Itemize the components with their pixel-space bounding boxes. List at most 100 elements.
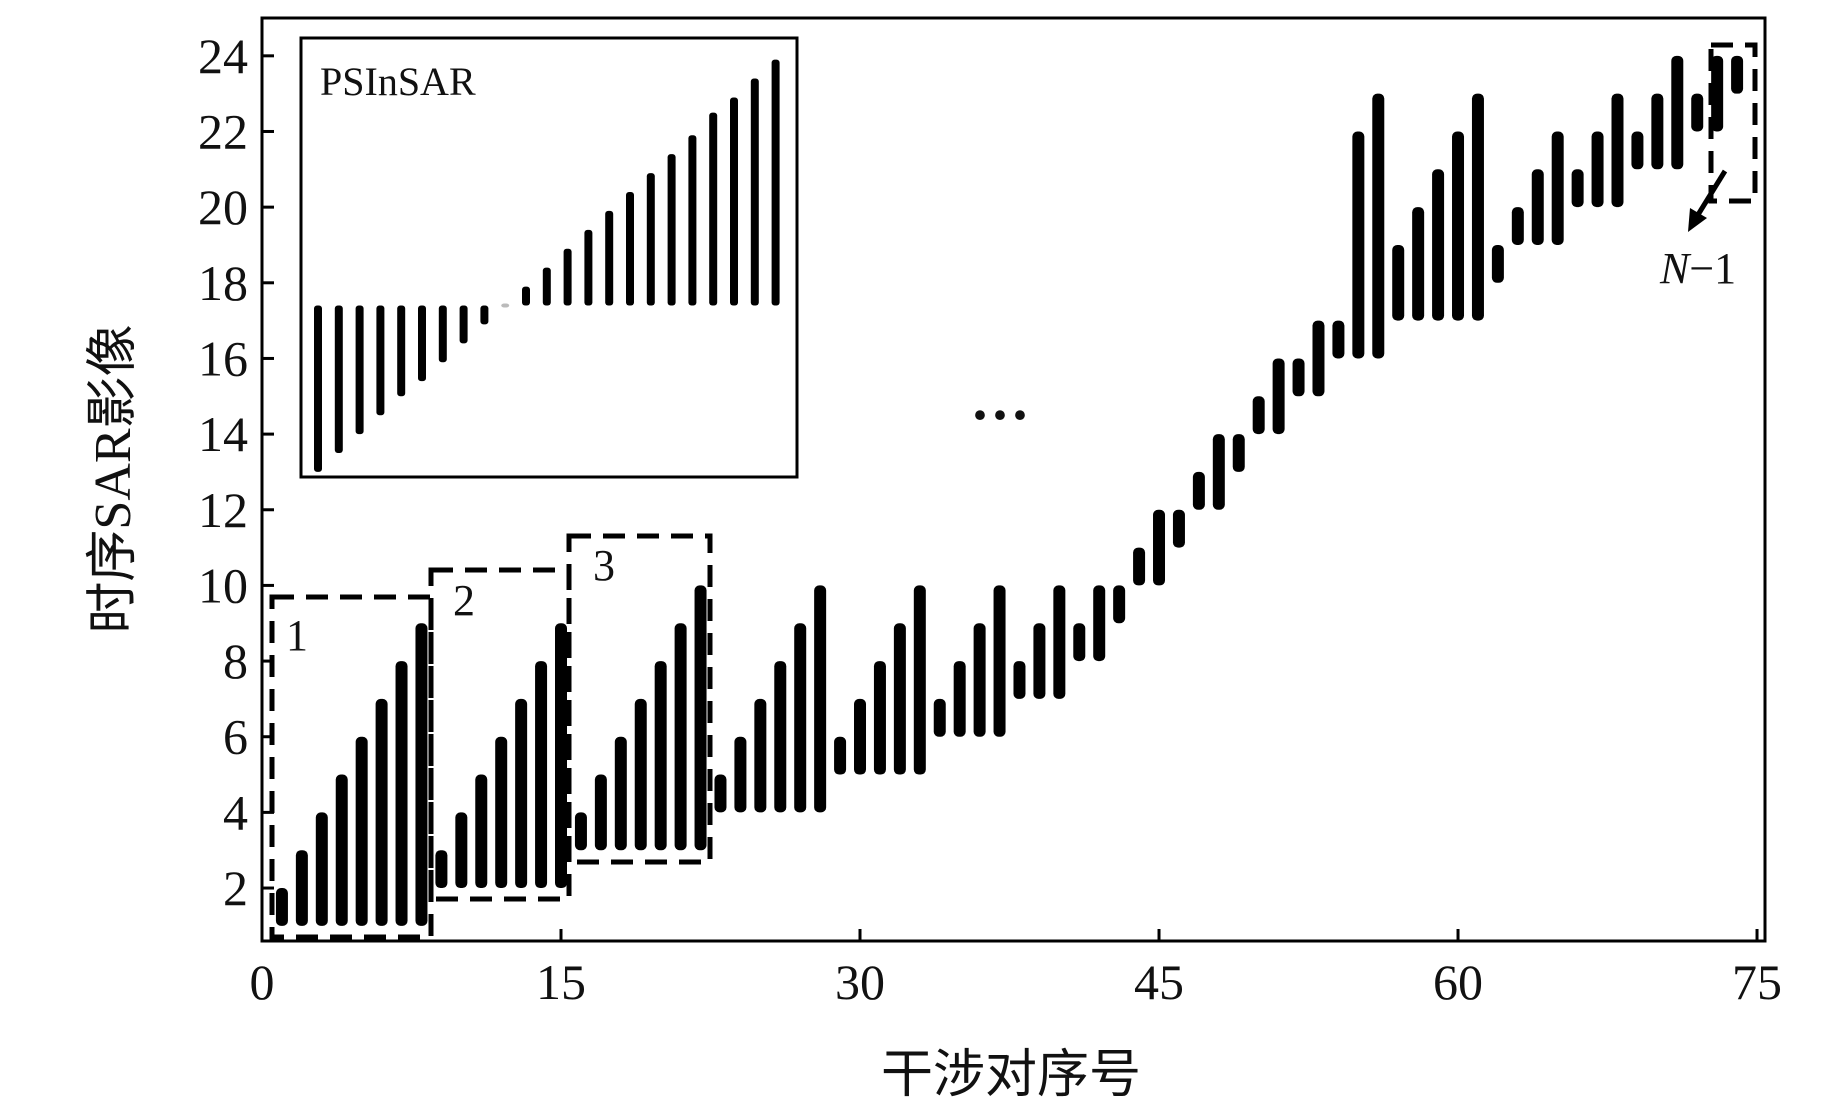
y-tick-label: 4 — [223, 784, 248, 840]
bar — [714, 774, 727, 813]
bar — [694, 585, 707, 851]
bar — [1073, 623, 1086, 662]
bar — [594, 774, 607, 851]
bar — [1352, 131, 1365, 359]
x-tick-label: 45 — [1134, 954, 1184, 1010]
bar — [1252, 396, 1265, 435]
bar — [1192, 471, 1205, 510]
inset-bar — [501, 303, 510, 308]
inset-bar — [626, 192, 634, 306]
inset-bar — [438, 305, 447, 363]
bar — [1332, 320, 1345, 359]
y-tick-label: 10 — [198, 557, 248, 613]
group-box — [428, 567, 572, 902]
bar — [1412, 207, 1425, 321]
bar — [1272, 358, 1285, 435]
bar — [1452, 131, 1465, 321]
bar — [1312, 320, 1325, 397]
y-tick-label: 20 — [198, 179, 248, 235]
bar — [315, 812, 328, 926]
inset-bar — [522, 286, 530, 306]
inset-bar — [563, 248, 572, 306]
inset-bar — [750, 78, 759, 306]
bar — [1651, 93, 1664, 170]
bar — [1491, 244, 1504, 283]
x-tick-label: 75 — [1732, 954, 1782, 1010]
bar — [1731, 55, 1744, 94]
y-tick-label: 24 — [198, 28, 248, 84]
plot-frame — [260, 16, 1767, 943]
bar — [515, 698, 528, 889]
bar — [1172, 509, 1185, 548]
inset-bar — [459, 305, 468, 344]
inset-bar — [355, 305, 364, 435]
bar — [355, 736, 368, 926]
bar — [574, 812, 587, 851]
dashed-boxes — [269, 42, 1758, 940]
x-tick-label: 60 — [1433, 954, 1483, 1010]
bar — [1432, 169, 1445, 321]
bar — [1571, 169, 1584, 208]
bar — [1053, 585, 1066, 699]
bar — [415, 623, 428, 926]
bar — [1093, 585, 1106, 662]
inset-bar — [646, 173, 655, 306]
bar — [774, 661, 787, 813]
group-box — [1708, 42, 1758, 204]
bar — [794, 623, 807, 813]
inset-bar — [667, 154, 676, 306]
bar — [1372, 93, 1385, 359]
bar — [475, 774, 488, 889]
arrow — [1693, 169, 1728, 220]
x-axis-label: 干涉对序号 — [881, 1047, 1141, 1104]
inset-bar — [605, 210, 614, 306]
bar — [854, 698, 867, 775]
bar — [535, 661, 548, 889]
group-box — [269, 594, 434, 940]
y-tick-label: 14 — [198, 406, 248, 462]
annotation: 3 — [593, 541, 615, 590]
bar — [1033, 623, 1046, 699]
inset-bar — [542, 267, 551, 306]
y-axis-label: 时序SAR影像 — [85, 324, 142, 633]
inset-bar — [314, 305, 322, 472]
bar — [335, 774, 348, 926]
bar — [1551, 131, 1564, 245]
bar — [893, 623, 906, 775]
bar — [1691, 93, 1704, 132]
annotation: N — [1659, 244, 1692, 293]
bar — [834, 736, 847, 775]
bar — [455, 812, 468, 889]
bar — [1471, 93, 1484, 321]
annotation: N−1 — [1659, 244, 1736, 293]
bar — [375, 698, 388, 926]
bar — [734, 736, 747, 813]
bar — [1671, 55, 1684, 170]
bar — [1013, 661, 1026, 699]
x-tick-label: 15 — [536, 954, 586, 1010]
bar — [295, 850, 308, 926]
bar — [555, 623, 568, 889]
inset-bar — [688, 135, 697, 306]
x-tick-label: 30 — [835, 954, 885, 1010]
bar — [993, 585, 1006, 737]
bar — [1631, 131, 1644, 170]
inset-bar — [397, 305, 406, 397]
bar — [1133, 547, 1146, 586]
bar — [1232, 434, 1245, 472]
inset-bar — [709, 112, 718, 306]
x-tick-label: 0 — [250, 954, 275, 1010]
arrow-head — [1688, 208, 1707, 232]
y-tick-label: 8 — [223, 633, 248, 689]
bar — [1392, 244, 1405, 321]
bar — [1113, 585, 1126, 624]
y-tick-label: 6 — [223, 709, 248, 765]
bar — [495, 736, 508, 889]
inset-bar — [771, 59, 780, 306]
bar — [1511, 207, 1524, 245]
annotation: 2 — [453, 576, 475, 625]
bar — [654, 661, 667, 851]
annotation: 1 — [286, 611, 308, 660]
bar — [1531, 169, 1544, 245]
inset-bar — [376, 305, 385, 416]
